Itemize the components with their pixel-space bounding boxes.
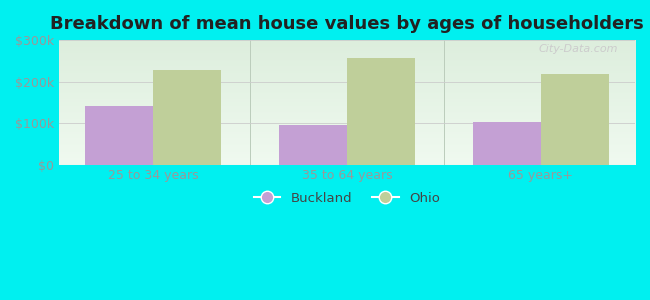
Bar xyxy=(279,125,347,165)
Legend: Buckland, Ohio: Buckland, Ohio xyxy=(248,187,445,210)
Bar xyxy=(347,58,415,165)
Text: City-Data.com: City-Data.com xyxy=(538,44,617,54)
Bar xyxy=(85,106,153,165)
Bar xyxy=(541,74,609,165)
Title: Breakdown of mean house values by ages of householders: Breakdown of mean house values by ages o… xyxy=(50,15,644,33)
Bar xyxy=(153,70,221,165)
Bar xyxy=(473,122,541,165)
